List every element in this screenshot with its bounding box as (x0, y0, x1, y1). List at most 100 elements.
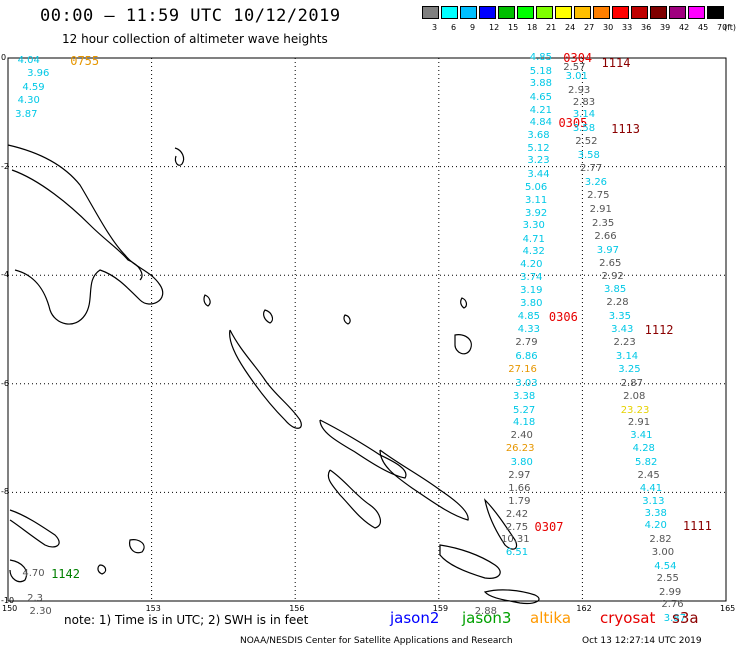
scale-label: 42 (679, 23, 690, 32)
coastline-ontong-java (454, 334, 472, 355)
wave-height-value: 2.55 (656, 573, 679, 585)
scale-swatch (688, 6, 705, 19)
wave-height-value: 2.45 (637, 470, 660, 482)
scale-swatch (707, 6, 724, 19)
wave-height-value: 3.01 (565, 71, 588, 82)
wave-height-value: 3.97 (596, 244, 620, 256)
scale-label: 33 (622, 23, 633, 32)
wave-height-value: 3.03 (515, 377, 538, 389)
credit-line: NOAA/NESDIS Center for Satellite Applica… (240, 636, 513, 646)
coastline-new-georgia (327, 469, 382, 529)
wave-height-value: 2.65 (599, 258, 622, 270)
x-tick-label: 159 (432, 604, 449, 613)
page-title: 00:00 – 11:59 UTC 10/12/2019 (40, 6, 341, 26)
map-gridlines (8, 58, 726, 601)
coastline-new-britain (7, 144, 164, 325)
wave-height-value: 5.27 (512, 404, 536, 416)
wave-height-value: 2.3 (27, 593, 44, 605)
wave-height-value: 3.92 (524, 207, 548, 219)
wave-height-value: 10.31 (501, 534, 530, 546)
scale-unit: (ft) (724, 23, 737, 32)
wave-height-value: 5.06 (524, 182, 548, 194)
coastline-santa-isabel (379, 449, 469, 521)
wave-height-value: 2.91 (627, 417, 651, 429)
coastline-islet-b (203, 294, 211, 307)
wave-height-value: 4.70 (22, 567, 45, 579)
scale-swatch (593, 6, 610, 19)
wave-height-value: 3.96 (27, 68, 50, 80)
legend-altika: altika (530, 609, 572, 627)
pass-time-label: 0304 (563, 51, 593, 65)
wave-height-value: 3.19 (520, 285, 543, 297)
scale-swatch (517, 6, 534, 19)
coastline-makira (483, 589, 540, 605)
y-tick-label: -8 (1, 487, 9, 497)
wave-height-value: 4.59 (22, 81, 45, 93)
scale-swatch (441, 6, 458, 19)
x-tick-label: 153 (145, 604, 161, 613)
wave-height-value: 3.58 (577, 149, 600, 161)
scale-label: 30 (603, 23, 614, 32)
map-frame (7, 57, 727, 602)
coastlines (7, 144, 540, 605)
pass-time-label: 1142 (51, 566, 80, 581)
coastline-islet-d (129, 539, 145, 554)
wave-height-value: 3.41 (630, 430, 653, 442)
scale-label: 12 (489, 23, 500, 32)
footer-note: note: 1) Time is in UTC; 2) SWH is in fe… (64, 613, 309, 627)
scale-label: 21 (546, 23, 557, 32)
coastline-islet-f (9, 559, 28, 583)
wave-height-value: 2.93 (568, 84, 591, 96)
wave-height-value: 5.12 (527, 142, 550, 154)
wave-height-value: 4.20 (520, 259, 543, 271)
wave-height-value: 3.80 (510, 456, 533, 468)
scale-label: 3 (432, 23, 438, 32)
scale-swatch (498, 6, 515, 19)
wave-height-value: 2.08 (623, 391, 646, 403)
coastline-islet-a (174, 147, 185, 166)
wave-height-value: 3.35 (608, 311, 631, 322)
wave-height-value: 4.54 (654, 560, 677, 572)
wave-height-value: 3.44 (527, 168, 550, 180)
wave-height-value: 2.92 (601, 270, 624, 282)
y-tick-label: -6 (1, 378, 9, 388)
wave-height-value: 3.00 (651, 547, 675, 559)
scale-swatch (536, 6, 553, 19)
wave-height-value: 3.43 (611, 323, 634, 335)
wave-height-value: 4.41 (639, 482, 663, 494)
scale-label: 45 (698, 23, 709, 32)
wave-height-value: 4.30 (17, 95, 40, 107)
wave-height-value: 2.77 (580, 163, 603, 175)
wave-height-value: 4.32 (522, 246, 545, 258)
legend-cryosat: cryosat (600, 609, 656, 627)
wave-height-value: 5.18 (529, 65, 552, 77)
coastline-new-ireland (11, 169, 143, 281)
wave-height-value: 2.91 (589, 204, 612, 216)
y-tick-label: -2 (1, 161, 9, 171)
generation-timestamp: Oct 13 12:27:14 UTC 2019 (582, 636, 702, 646)
pass-time-label: 1114 (601, 56, 631, 71)
pass-time-label: 1112 (644, 322, 674, 337)
legend-jason3: jason3 (462, 609, 512, 627)
wave-height-value: 4.85 (529, 52, 552, 63)
wave-height-value: 3.88 (529, 78, 552, 90)
wave-height-value: 5.82 (635, 456, 658, 468)
wave-height-value: 3.38 (644, 508, 667, 520)
scale-swatch (612, 6, 629, 19)
wave-height-value: 3.30 (522, 220, 545, 232)
wave-height-value: 3.25 (618, 364, 641, 376)
x-tick-label: 162 (576, 604, 592, 613)
wave-height-value: 2.87 (620, 377, 643, 389)
scale-swatch (669, 6, 686, 19)
wave-height-value: 3.74 (520, 271, 543, 283)
wave-height-value: 2.88 (474, 605, 497, 617)
wave-height-value: 3.14 (615, 350, 639, 362)
wave-height-value: 3.13 (642, 496, 665, 508)
wave-height-value: 4.21 (529, 104, 552, 116)
pass-time-label: 0306 (548, 310, 578, 324)
wave-height-value: 2.97 (508, 470, 531, 482)
wave-height-value: 4.28 (632, 442, 655, 454)
wave-height-value: 4.84 (529, 117, 552, 129)
wave-height-value: 3.23 (527, 155, 550, 167)
scale-swatch (479, 6, 496, 19)
